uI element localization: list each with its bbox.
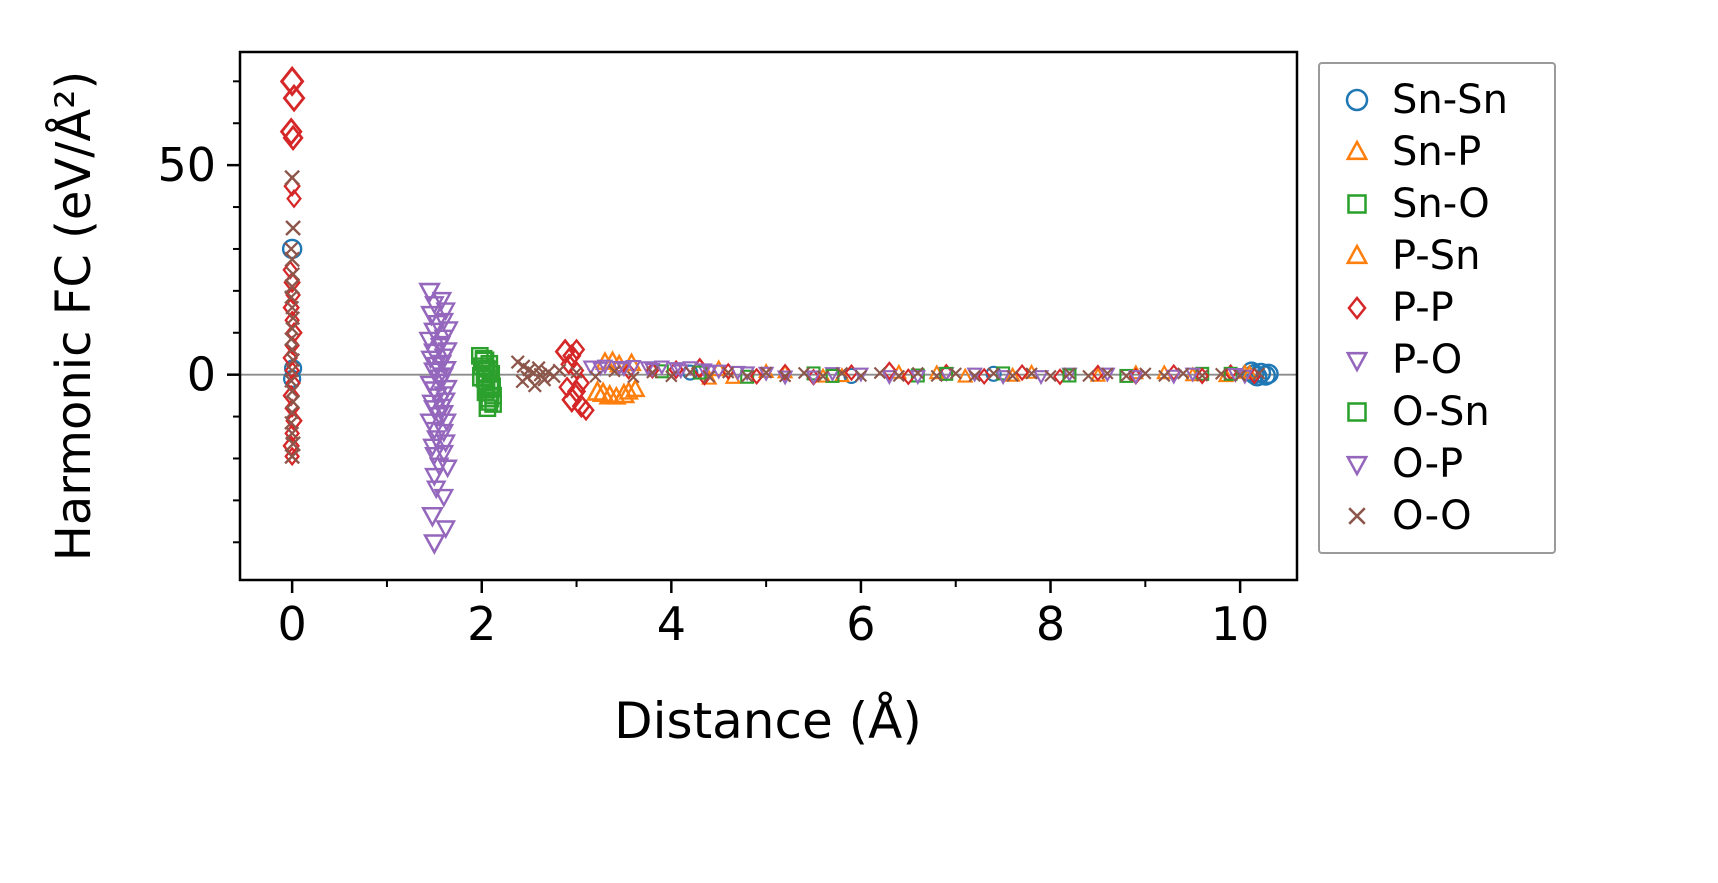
legend-item: P-Sn (1336, 230, 1554, 282)
svg-text:8: 8 (1036, 597, 1065, 651)
svg-text:0: 0 (187, 348, 216, 402)
legend-item-label: Sn-Sn (1392, 77, 1508, 123)
legend-item: Sn-P (1336, 126, 1554, 178)
legend-marker-square-icon (1347, 194, 1367, 214)
legend-item: P-P (1336, 282, 1554, 334)
legend-item: O-Sn (1336, 386, 1554, 438)
legend-item-label: Sn-P (1392, 129, 1482, 175)
legend-item-label: P-Sn (1392, 233, 1481, 279)
legend-marker-diamond-icon (1347, 295, 1367, 321)
legend-item-label: O-P (1392, 441, 1464, 487)
legend-marker-triangle-down-icon (1345, 351, 1369, 373)
legend-marker-triangle-up-icon (1345, 139, 1369, 161)
svg-text:6: 6 (846, 597, 875, 651)
legend-item-label: P-P (1392, 285, 1454, 331)
svg-text:50: 50 (157, 138, 216, 192)
legend-item: P-O (1336, 334, 1554, 386)
svg-text:10: 10 (1211, 597, 1270, 651)
svg-text:0: 0 (277, 597, 306, 651)
legend-marker-square-icon (1347, 402, 1367, 422)
legend-item: O-O (1336, 490, 1554, 542)
legend-item-label: Sn-O (1392, 181, 1490, 227)
svg-text:2: 2 (467, 597, 496, 651)
legend: Sn-Sn Sn-P Sn-O P-Sn P-P P-O O-Sn O-P O-O (1318, 62, 1556, 554)
legend-marker-x-icon (1348, 507, 1366, 525)
legend-item: O-P (1336, 438, 1554, 490)
legend-item: Sn-Sn (1336, 74, 1554, 126)
legend-marker-circle-icon (1345, 88, 1369, 112)
svg-text:4: 4 (657, 597, 686, 651)
y-axis-label: Harmonic FC (eV/Å²) (46, 70, 102, 562)
legend-item-label: O-Sn (1392, 389, 1490, 435)
legend-item-label: P-O (1392, 337, 1463, 383)
x-axis-label: Distance (Å) (614, 692, 922, 750)
legend-item-label: O-O (1392, 493, 1472, 539)
legend-item: Sn-O (1336, 178, 1554, 230)
legend-marker-triangle-up-icon (1345, 243, 1369, 265)
legend-marker-triangle-down-icon (1345, 455, 1369, 477)
